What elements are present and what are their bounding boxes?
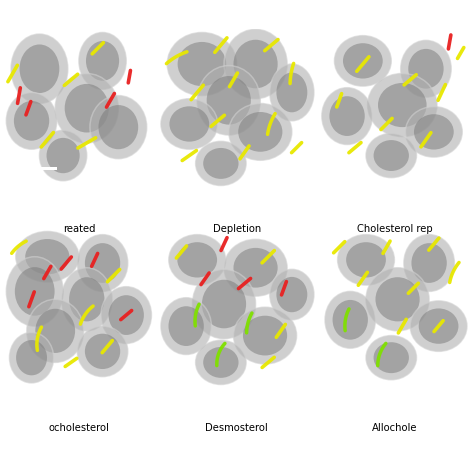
Ellipse shape bbox=[177, 43, 226, 87]
Ellipse shape bbox=[243, 316, 287, 356]
Ellipse shape bbox=[373, 140, 408, 172]
Ellipse shape bbox=[69, 278, 104, 322]
Ellipse shape bbox=[411, 244, 446, 283]
Ellipse shape bbox=[6, 257, 63, 326]
Ellipse shape bbox=[269, 65, 314, 122]
Text: Depletion: Depletion bbox=[212, 223, 260, 233]
Ellipse shape bbox=[238, 113, 282, 152]
Ellipse shape bbox=[9, 333, 53, 383]
Ellipse shape bbox=[224, 30, 287, 99]
Ellipse shape bbox=[98, 105, 138, 150]
Ellipse shape bbox=[337, 235, 394, 285]
Ellipse shape bbox=[418, 309, 458, 344]
Ellipse shape bbox=[85, 334, 120, 369]
Ellipse shape bbox=[400, 41, 450, 98]
Ellipse shape bbox=[65, 85, 109, 133]
Ellipse shape bbox=[15, 267, 54, 316]
Ellipse shape bbox=[329, 97, 364, 137]
Ellipse shape bbox=[201, 280, 245, 329]
Ellipse shape bbox=[169, 107, 209, 142]
Ellipse shape bbox=[77, 326, 128, 377]
Ellipse shape bbox=[408, 50, 443, 89]
Ellipse shape bbox=[203, 149, 238, 179]
Ellipse shape bbox=[366, 134, 416, 178]
Ellipse shape bbox=[233, 40, 277, 89]
Text: ocholesterol: ocholesterol bbox=[48, 422, 109, 432]
Text: Cholesterol rep: Cholesterol rep bbox=[356, 223, 431, 233]
Ellipse shape bbox=[346, 243, 385, 278]
Ellipse shape bbox=[203, 347, 238, 378]
Text: Desmosterol: Desmosterol bbox=[205, 422, 268, 432]
Ellipse shape bbox=[16, 232, 79, 282]
Ellipse shape bbox=[168, 235, 225, 285]
Ellipse shape bbox=[366, 268, 429, 331]
Ellipse shape bbox=[161, 99, 218, 150]
Ellipse shape bbox=[46, 139, 79, 174]
Ellipse shape bbox=[16, 340, 47, 376]
Ellipse shape bbox=[197, 66, 260, 136]
Ellipse shape bbox=[195, 142, 245, 186]
Ellipse shape bbox=[195, 341, 245, 385]
Ellipse shape bbox=[269, 270, 314, 320]
Ellipse shape bbox=[233, 248, 277, 288]
Ellipse shape bbox=[177, 243, 217, 278]
Ellipse shape bbox=[228, 104, 291, 161]
Ellipse shape bbox=[224, 240, 287, 297]
Ellipse shape bbox=[168, 307, 203, 346]
Ellipse shape bbox=[19, 45, 59, 94]
Ellipse shape bbox=[161, 298, 211, 355]
Ellipse shape bbox=[11, 35, 68, 104]
Ellipse shape bbox=[35, 309, 75, 353]
Ellipse shape bbox=[55, 74, 118, 143]
Ellipse shape bbox=[405, 107, 462, 158]
Ellipse shape bbox=[101, 287, 151, 344]
Ellipse shape bbox=[276, 73, 307, 113]
Ellipse shape bbox=[342, 44, 382, 79]
Ellipse shape bbox=[324, 292, 375, 349]
Ellipse shape bbox=[86, 42, 119, 81]
Ellipse shape bbox=[39, 131, 87, 181]
Ellipse shape bbox=[367, 74, 436, 137]
Ellipse shape bbox=[233, 307, 296, 364]
Ellipse shape bbox=[27, 299, 83, 363]
Ellipse shape bbox=[85, 244, 120, 283]
Ellipse shape bbox=[108, 296, 144, 335]
Ellipse shape bbox=[6, 93, 57, 150]
Text: reated: reated bbox=[62, 223, 95, 233]
Ellipse shape bbox=[14, 102, 49, 141]
Ellipse shape bbox=[377, 84, 426, 128]
Ellipse shape bbox=[206, 77, 250, 125]
Ellipse shape bbox=[90, 96, 147, 159]
Ellipse shape bbox=[410, 301, 466, 351]
Ellipse shape bbox=[167, 33, 236, 96]
Ellipse shape bbox=[276, 277, 307, 313]
Ellipse shape bbox=[192, 270, 255, 339]
Ellipse shape bbox=[413, 115, 453, 150]
Ellipse shape bbox=[375, 278, 419, 322]
Ellipse shape bbox=[61, 268, 112, 331]
Ellipse shape bbox=[77, 235, 128, 292]
Ellipse shape bbox=[25, 239, 70, 275]
Ellipse shape bbox=[373, 342, 408, 373]
Ellipse shape bbox=[366, 336, 416, 380]
Ellipse shape bbox=[79, 33, 126, 90]
Ellipse shape bbox=[403, 235, 454, 292]
Ellipse shape bbox=[334, 36, 391, 87]
Ellipse shape bbox=[321, 88, 372, 145]
Text: Allochole: Allochole bbox=[371, 422, 417, 432]
Ellipse shape bbox=[332, 300, 368, 340]
